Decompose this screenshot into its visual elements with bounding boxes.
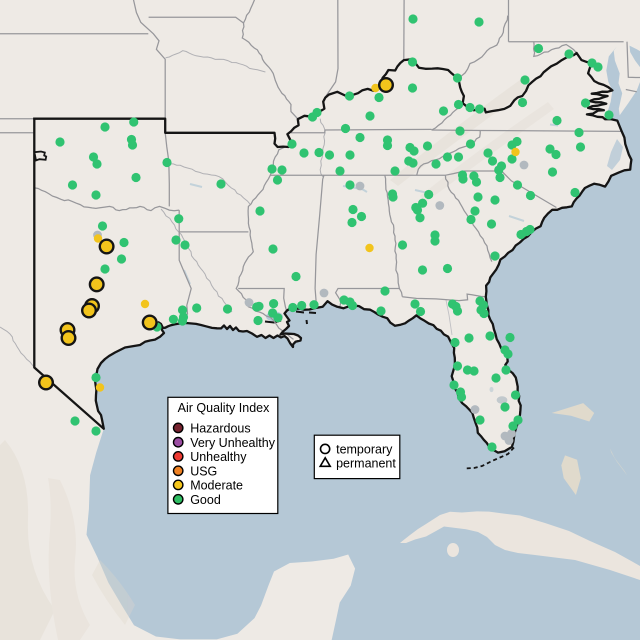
svg-text:Air Quality Index: Air Quality Index	[178, 401, 270, 415]
svg-text:Very Unhealthy: Very Unhealthy	[190, 436, 276, 450]
svg-text:Moderate: Moderate	[190, 479, 243, 493]
svg-text:Unhealthy: Unhealthy	[190, 450, 247, 464]
svg-text:USG: USG	[190, 464, 217, 478]
svg-text:temporary: temporary	[336, 443, 393, 457]
svg-text:permanent: permanent	[336, 456, 396, 470]
svg-text:Hazardous: Hazardous	[190, 422, 250, 436]
svg-text:Good: Good	[190, 493, 221, 507]
